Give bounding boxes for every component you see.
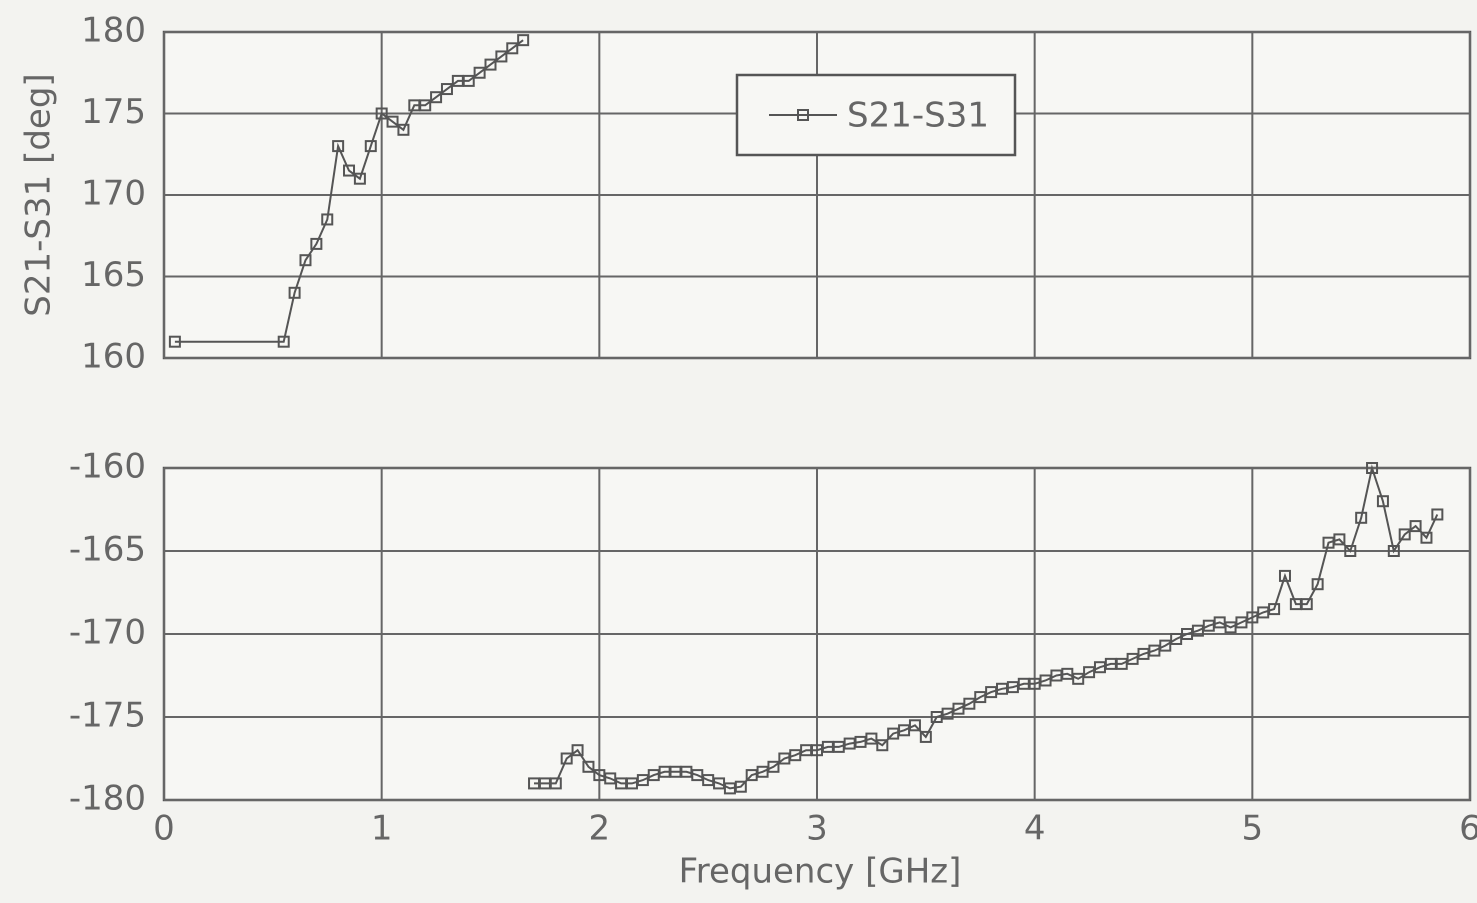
x-tick-label: 0: [153, 809, 175, 849]
data-point: [1278, 569, 1291, 582]
data-point: [919, 730, 932, 743]
data-point: [495, 50, 508, 63]
x-tick-label: 4: [1024, 809, 1046, 849]
y-tick-label: 180: [81, 11, 146, 51]
data-point: [440, 83, 453, 96]
data-point: [963, 697, 976, 710]
legend-marker: [797, 109, 809, 121]
data-point: [386, 115, 399, 128]
data-point: [364, 140, 377, 153]
data-point: [353, 172, 366, 185]
data-point: [1333, 533, 1346, 546]
y-tick-label: -170: [69, 613, 146, 653]
data-point: [767, 760, 780, 773]
data-point: [1072, 672, 1085, 685]
data-point: [375, 107, 388, 120]
data-point: [1387, 545, 1400, 557]
data-point: [332, 140, 345, 153]
data-point: [277, 335, 290, 348]
x-axis-label: Frequency [GHz]: [679, 852, 962, 892]
data-point: [397, 123, 410, 136]
data-point: [462, 74, 475, 87]
y-tick-label: 165: [81, 255, 146, 295]
data-point: [430, 91, 443, 104]
data-point: [1376, 495, 1389, 508]
data-point: [1431, 508, 1444, 521]
y-tick-label: -160: [69, 447, 146, 487]
x-tick-label: 3: [806, 809, 828, 849]
data-point: [484, 58, 497, 71]
data-point: [168, 335, 181, 348]
y-tick-label: 160: [81, 337, 146, 377]
data-point: [1300, 598, 1313, 611]
data-point: [473, 66, 486, 79]
y-tick-label: -180: [69, 779, 146, 819]
data-point: [908, 719, 921, 732]
y-tick-label: 175: [81, 92, 146, 132]
data-point: [734, 780, 747, 793]
x-tick-label: 5: [1242, 809, 1264, 849]
data-point: [517, 34, 530, 47]
data-point: [310, 237, 323, 250]
data-point: [560, 752, 573, 765]
x-tick-label: 2: [589, 809, 611, 849]
x-tick-label: 1: [371, 809, 393, 849]
y-tick-label: 170: [81, 174, 146, 214]
y-tick-label: -175: [69, 696, 146, 736]
data-point: [1409, 520, 1422, 533]
data-point: [1420, 531, 1433, 544]
y-axis-label: S21-S31 [deg]: [19, 73, 59, 316]
data-point: [1268, 603, 1281, 616]
data-point: [506, 42, 519, 55]
legend-label: S21-S31: [847, 96, 989, 136]
data-point: [321, 213, 334, 226]
data-point: [571, 744, 584, 757]
data-point: [1159, 639, 1172, 652]
y-tick-label: -165: [69, 530, 146, 570]
data-point: [582, 760, 595, 773]
data-point: [1311, 578, 1324, 591]
data-point: [1398, 528, 1411, 541]
data-point: [1344, 545, 1357, 557]
data-point: [876, 739, 889, 752]
data-point: [865, 732, 878, 745]
data-point: [1355, 511, 1368, 524]
data-point: [1366, 462, 1379, 474]
x-tick-label: 6: [1459, 809, 1477, 849]
data-point: [299, 254, 312, 267]
data-point: [549, 777, 562, 790]
data-point: [343, 164, 356, 177]
data-point: [419, 99, 432, 112]
data-point: [288, 286, 301, 299]
